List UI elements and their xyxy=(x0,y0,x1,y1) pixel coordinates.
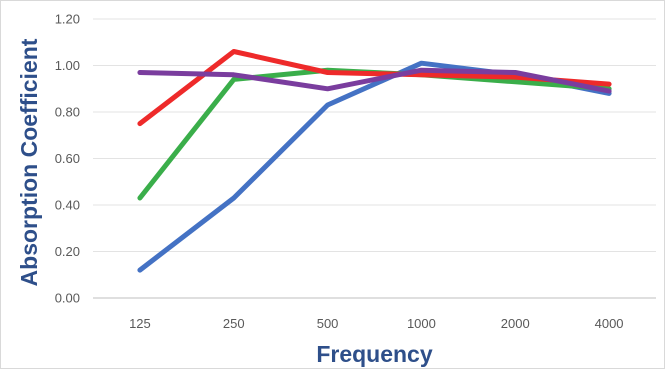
x-tick-label: 125 xyxy=(129,316,151,331)
x-tick-label: 4000 xyxy=(595,316,624,331)
gridlines xyxy=(93,18,656,299)
series-line-4 xyxy=(137,67,612,94)
x-tick-label: 500 xyxy=(317,316,339,331)
y-tick-label: 1.00 xyxy=(55,58,80,73)
x-axis-ticks: 125 250 500 1000 2000 4000 xyxy=(129,316,623,331)
series-line-3 xyxy=(137,49,612,127)
series-line-1 xyxy=(137,60,612,273)
series-line-2 xyxy=(137,67,612,201)
y-tick-label: 0.40 xyxy=(55,198,80,213)
y-tick-label: 1.20 xyxy=(55,12,80,27)
x-tick-label: 2000 xyxy=(501,316,530,331)
x-tick-label: 250 xyxy=(223,316,245,331)
y-tick-label: 0.20 xyxy=(55,244,80,259)
x-axis-title: Frequency xyxy=(316,341,433,367)
y-axis-title: Absorption Coefficient xyxy=(16,38,42,286)
x-tick-label: 1000 xyxy=(407,316,436,331)
y-tick-label: 0.80 xyxy=(55,105,80,120)
y-tick-label: 0.00 xyxy=(55,291,80,306)
y-tick-label: 0.60 xyxy=(55,151,80,166)
series-lines xyxy=(137,49,612,273)
y-axis-ticks: 0.00 0.20 0.40 0.60 0.80 1.00 1.20 xyxy=(55,12,80,306)
